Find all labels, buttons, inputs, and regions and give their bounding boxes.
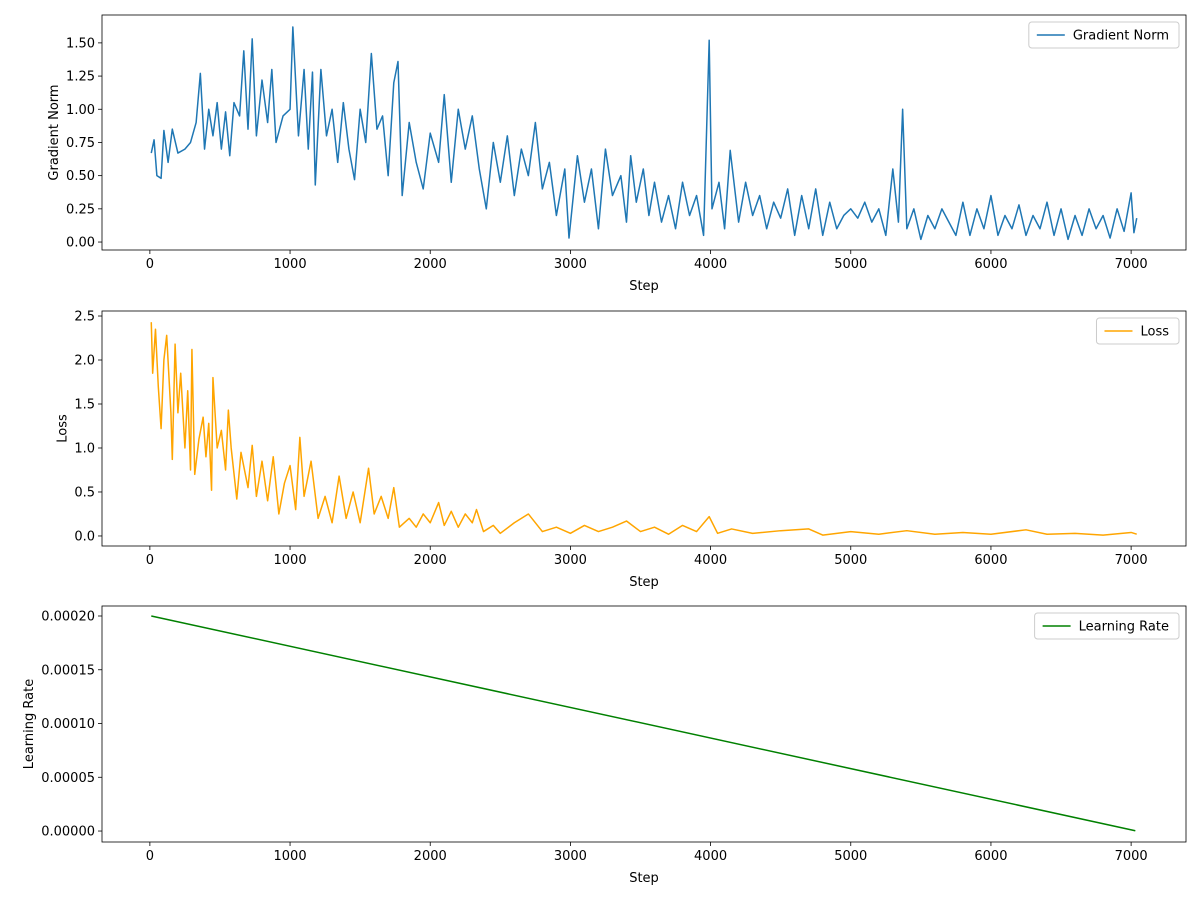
- legend-label: Learning Rate: [1079, 620, 1169, 635]
- axes-frame: [101, 310, 1187, 547]
- legend-box: [1095, 317, 1180, 345]
- subplot: 0 1000 2000 3000 4000 5000 6000 7000 0.0 0.5 1.0 1.…: [55, 310, 1187, 590]
- y-tick-label: 0.0: [74, 529, 95, 544]
- y-tick-label: 0.50: [66, 169, 95, 184]
- legend-box: [1034, 612, 1180, 640]
- x-tick-label: 1000: [274, 849, 307, 864]
- x-tick-label: 7000: [1115, 849, 1148, 864]
- y-tick-label: 1.50: [66, 36, 95, 51]
- x-tick-label: 5000: [834, 553, 867, 568]
- y-tick-label: 0.00000: [41, 825, 95, 840]
- x-tick-label: 2000: [414, 849, 447, 864]
- x-tick-label: 0: [146, 553, 154, 568]
- y-axis-label: Gradient Norm: [47, 84, 62, 180]
- y-tick-label: 1.25: [66, 70, 95, 85]
- x-axis-label: Step: [629, 279, 659, 294]
- axes-frame: [101, 14, 1187, 251]
- y-tick-label: 1.0: [74, 441, 95, 456]
- legend: Learning Rate: [1034, 612, 1180, 640]
- x-tick-label: 6000: [974, 553, 1007, 568]
- x-tick-label: 6000: [974, 257, 1007, 272]
- data-line: [151, 615, 1136, 832]
- data-line: [150, 322, 1137, 536]
- y-tick-label: 0.75: [66, 136, 95, 151]
- data-line: [150, 26, 1138, 241]
- x-tick-label: 1000: [274, 257, 307, 272]
- x-tick-label: 6000: [974, 849, 1007, 864]
- y-tick-label: 0.00020: [41, 609, 95, 624]
- x-tick-label: 3000: [554, 849, 587, 864]
- y-tick-label: 0.5: [74, 485, 95, 500]
- x-tick-label: 3000: [554, 257, 587, 272]
- x-tick-label: 2000: [414, 257, 447, 272]
- y-tick-label: 2.0: [74, 354, 95, 369]
- x-tick-label: 4000: [694, 553, 727, 568]
- x-tick-label: 4000: [694, 849, 727, 864]
- x-tick-label: 1000: [274, 553, 307, 568]
- x-tick-label: 4000: [694, 257, 727, 272]
- axes-frame: [101, 605, 1187, 843]
- legend: Loss: [1095, 317, 1180, 345]
- x-axis-label: Step: [629, 575, 659, 590]
- y-tick-label: 1.5: [74, 397, 95, 412]
- x-axis-label: Step: [629, 871, 659, 886]
- subplot: 0 1000 2000 3000 4000 5000 6000 7000 0.00000 0.00…: [22, 605, 1187, 886]
- x-tick-label: 5000: [834, 849, 867, 864]
- y-tick-label: 0.00015: [41, 663, 95, 678]
- x-tick-label: 3000: [554, 553, 587, 568]
- x-tick-label: 7000: [1115, 257, 1148, 272]
- legend-label: Gradient Norm: [1073, 29, 1169, 44]
- x-tick-label: 0: [146, 849, 154, 864]
- y-tick-label: 2.5: [74, 310, 95, 325]
- legend-label: Loss: [1140, 325, 1169, 340]
- y-axis-label: Loss: [55, 414, 70, 443]
- y-axis-label: Learning Rate: [22, 679, 37, 769]
- y-tick-label: 0.00005: [41, 771, 95, 786]
- y-tick-label: 0.00010: [41, 717, 95, 732]
- legend: Gradient Norm: [1028, 21, 1180, 49]
- y-tick-label: 0.00: [66, 236, 95, 251]
- x-tick-label: 2000: [414, 553, 447, 568]
- x-tick-label: 7000: [1115, 553, 1148, 568]
- y-tick-label: 0.25: [66, 202, 95, 217]
- subplot: 0 1000 2000 3000 4000 5000 6000 7000 0.00 0.25 0.5…: [47, 14, 1187, 294]
- x-tick-label: 0: [146, 257, 154, 272]
- legend-box: [1028, 21, 1180, 49]
- y-tick-label: 1.00: [66, 103, 95, 118]
- x-tick-label: 5000: [834, 257, 867, 272]
